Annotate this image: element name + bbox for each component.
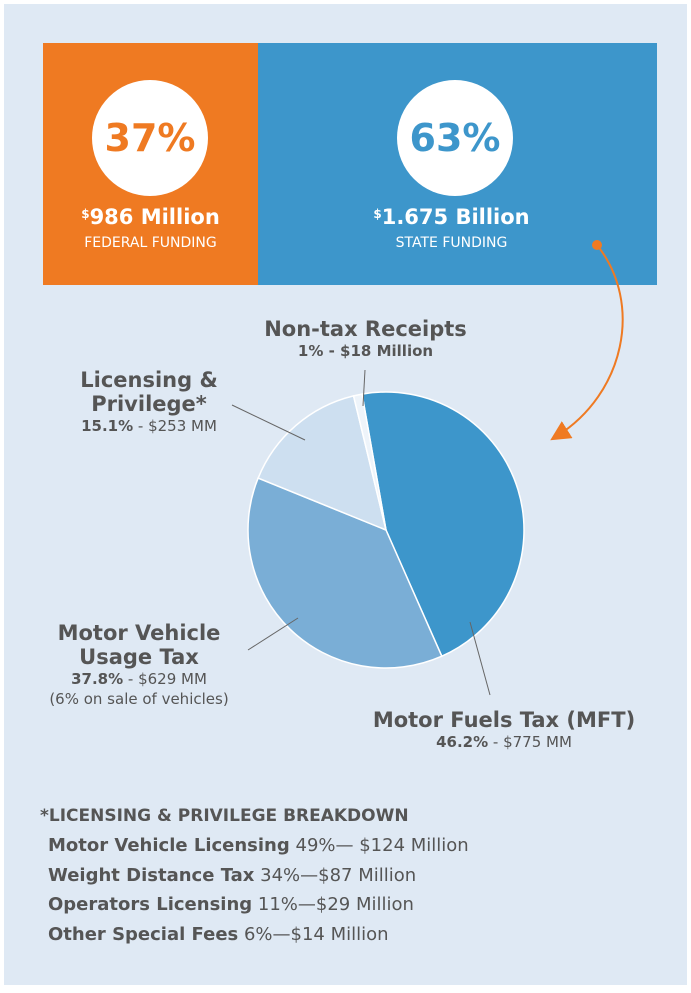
breakdown-row: Operators Licensing 11%—$29 Million xyxy=(48,894,469,924)
category: Motor Vehicle Usage Tax xyxy=(57,621,221,669)
percent: 37.8% xyxy=(71,670,124,688)
note: (6% on sale of vehicles) xyxy=(49,690,229,708)
label-usage: Motor Vehicle Usage Tax 37.8% - $629 MM … xyxy=(24,621,254,709)
percent: 1% xyxy=(297,342,324,360)
amount: - $775 MM xyxy=(488,733,572,751)
amount: 1.675 Billion xyxy=(381,205,530,229)
leader-line xyxy=(231,404,306,441)
state-amount: $1.675 Billion xyxy=(252,205,651,229)
pie-slice xyxy=(247,477,443,669)
percent: 46.2% xyxy=(436,733,489,751)
pie-chart xyxy=(231,240,624,696)
currency: $ xyxy=(373,207,382,221)
label-nontax: Non-tax Receipts 1% - $18 Million xyxy=(4,317,691,361)
arrow xyxy=(550,244,624,441)
value: 1% - $18 Million xyxy=(4,341,691,361)
amount: - $18 Million xyxy=(323,342,434,360)
breakdown-name: Other Special Fees xyxy=(48,923,239,945)
label-licensing: Licensing & Privilege* 15.1% - $253 MM xyxy=(64,368,234,436)
pie-slice xyxy=(352,393,387,531)
leader-line xyxy=(469,621,491,696)
category: Licensing & Privilege* xyxy=(80,368,218,416)
federal-box: 37% $986 Million FEDERAL FUNDING xyxy=(43,43,258,285)
federal-amount: $986 Million xyxy=(43,205,258,229)
currency: $ xyxy=(81,207,90,221)
breakdown-row: Weight Distance Tax 34%—$87 Million xyxy=(48,865,469,895)
value: 15.1% - $253 MM xyxy=(64,416,234,436)
category: Non-tax Receipts xyxy=(264,317,467,341)
value: 37.8% - $629 MM xyxy=(24,669,254,689)
breakdown-name: Operators Licensing xyxy=(48,894,253,915)
label-mft: Motor Fuels Tax (MFT) 46.2% - $775 MM xyxy=(344,708,664,752)
breakdown-detail: 49%— $124 Million xyxy=(289,835,469,856)
leader-line xyxy=(362,369,366,407)
breakdown-list: Motor Vehicle Licensing 49%— $124 Millio… xyxy=(48,835,469,953)
amount: 986 Million xyxy=(89,205,220,229)
leader-lines xyxy=(231,369,491,696)
amount: - $253 MM xyxy=(133,417,217,435)
state-label: STATE FUNDING xyxy=(395,235,508,251)
percent: 15.1% xyxy=(81,417,134,435)
category: Motor Fuels Tax (MFT) xyxy=(372,708,636,732)
amount: - $629 MM xyxy=(123,670,207,688)
federal-percent: 37% xyxy=(92,80,208,196)
breakdown-name: Weight Distance Tax xyxy=(48,864,255,886)
breakdown-title: *LICENSING & PRIVILEGE BREAKDOWN xyxy=(40,806,409,826)
breakdown-detail: 11%—$29 Million xyxy=(252,894,414,915)
state-percent: 63% xyxy=(397,80,513,196)
federal-label: FEDERAL FUNDING xyxy=(84,235,217,251)
breakdown-row: Motor Vehicle Licensing 49%— $124 Millio… xyxy=(48,835,469,865)
breakdown-name: Motor Vehicle Licensing xyxy=(48,835,290,856)
state-box: 63% $1.675 Billion STATE FUNDING xyxy=(258,43,657,285)
breakdown-detail: 6%—$14 Million xyxy=(238,923,389,945)
leader-line xyxy=(247,617,299,651)
breakdown-detail: 34%—$87 Million xyxy=(254,864,417,886)
breakdown-row: Other Special Fees 6%—$14 Million xyxy=(48,924,469,954)
value: 46.2% - $775 MM xyxy=(344,732,664,752)
pie-slice xyxy=(361,391,525,658)
pie-slice xyxy=(257,394,388,532)
infographic: 37% $986 Million FEDERAL FUNDING 63% $1.… xyxy=(4,4,687,985)
